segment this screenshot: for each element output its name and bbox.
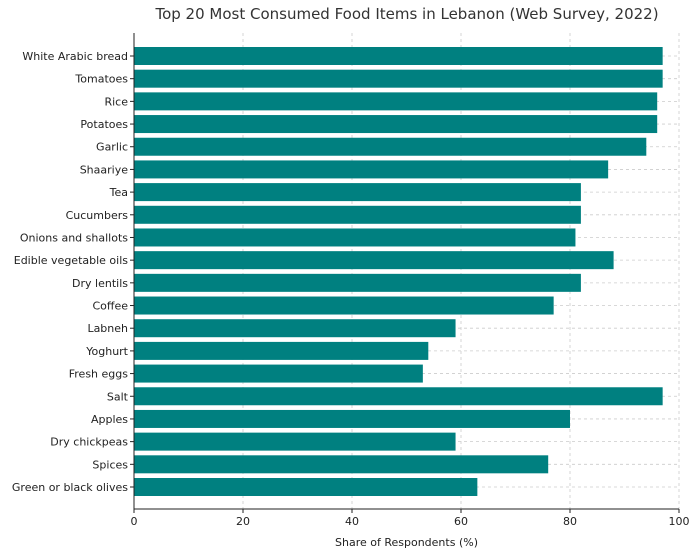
category-label: Rice <box>104 95 128 108</box>
bar <box>134 160 609 179</box>
x-tick-labels: 0 20 40 60 80 100 <box>131 515 690 528</box>
bar <box>134 478 478 496</box>
category-label: Dry lentils <box>72 277 128 290</box>
category-label: Labneh <box>87 322 128 335</box>
bar <box>134 409 570 428</box>
bars <box>134 47 663 496</box>
category-label: Green or black olives <box>12 481 128 494</box>
x-tick-label: 40 <box>345 515 359 528</box>
category-label: Potatoes <box>80 118 128 131</box>
axes <box>130 33 680 513</box>
bar <box>134 69 663 88</box>
category-label: Coffee <box>92 300 128 313</box>
x-tick-label: 20 <box>236 515 250 528</box>
bar <box>134 47 663 65</box>
bar <box>134 228 576 247</box>
bar <box>134 319 456 338</box>
bar <box>134 432 456 451</box>
category-label: Cucumbers <box>66 209 129 222</box>
bar <box>134 137 647 156</box>
category-labels: White Arabic bread Tomatoes Rice Potatoes Ga… <box>12 50 129 494</box>
bar <box>134 251 614 270</box>
x-tick-label: 80 <box>563 515 577 528</box>
bar <box>134 115 658 134</box>
bar <box>134 273 581 292</box>
x-tick-label: 100 <box>669 515 690 528</box>
bar <box>134 341 429 360</box>
category-label: White Arabic bread <box>22 50 128 63</box>
category-label: Shaariye <box>80 163 129 176</box>
category-label: Spices <box>92 458 128 471</box>
bar <box>134 205 581 224</box>
bar <box>134 387 663 406</box>
category-label: Onions and shallots <box>20 231 128 244</box>
x-tick-label: 0 <box>131 515 138 528</box>
category-label: Garlic <box>96 141 128 154</box>
x-tick-label: 60 <box>454 515 468 528</box>
category-label: Edible vegetable oils <box>14 254 129 267</box>
bar <box>134 455 549 474</box>
bar <box>134 364 423 383</box>
bar <box>134 92 658 111</box>
category-label: Dry chickpeas <box>50 436 128 449</box>
category-label: Tea <box>109 186 128 199</box>
category-label: Fresh eggs <box>69 368 129 381</box>
category-label: Tomatoes <box>74 73 128 86</box>
category-label: Apples <box>91 413 128 426</box>
bar <box>134 296 554 315</box>
chart-title: Top 20 Most Consumed Food Items in Leban… <box>154 5 658 23</box>
bar <box>134 183 581 202</box>
x-axis-label: Share of Respondents (%) <box>335 536 478 549</box>
category-label: Yoghurt <box>85 345 128 358</box>
category-label: Salt <box>107 390 129 403</box>
